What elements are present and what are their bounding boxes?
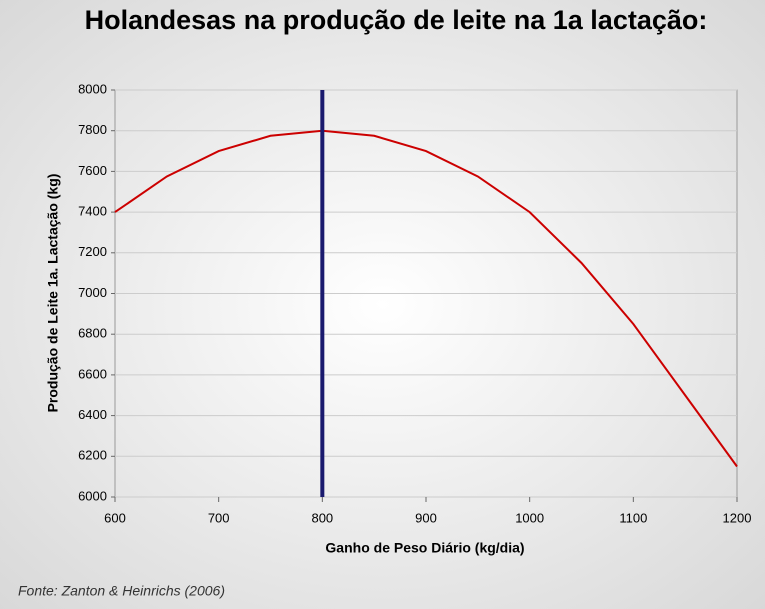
y-tick-label: 6800	[78, 326, 107, 341]
y-tick-label: 8000	[78, 81, 107, 96]
y-tick-label: 7600	[78, 163, 107, 178]
x-tick-label: 700	[208, 510, 230, 525]
y-tick-label: 6000	[78, 488, 107, 503]
y-tick-label: 6400	[78, 407, 107, 422]
y-tick-label: 6600	[78, 366, 107, 381]
y-tick-label: 6200	[78, 448, 107, 463]
data-line	[114, 129, 738, 468]
x-axis-title: Ganho de Peso Diário (kg/dia)	[325, 540, 524, 556]
y-axis-title: Produção de Leite 1a. Lactação (kg)	[45, 174, 61, 413]
x-tick-label: 600	[104, 510, 126, 525]
x-tick-label: 800	[311, 510, 333, 525]
y-tick-label: 7200	[78, 244, 107, 259]
chart-title: Holandesas na produção de leite na 1a la…	[85, 5, 708, 35]
y-tick-label: 7400	[78, 204, 107, 219]
x-tick-label: 1100	[619, 510, 647, 525]
x-tick-label: 900	[415, 510, 437, 525]
source-note: Fonte: Zanton & Heinrichs (2006)	[18, 583, 225, 599]
x-tick-label: 1000	[515, 510, 544, 525]
x-tick-label: 1200	[723, 510, 752, 525]
y-tick-label: 7800	[78, 122, 107, 137]
y-tick-label: 7000	[78, 285, 107, 300]
